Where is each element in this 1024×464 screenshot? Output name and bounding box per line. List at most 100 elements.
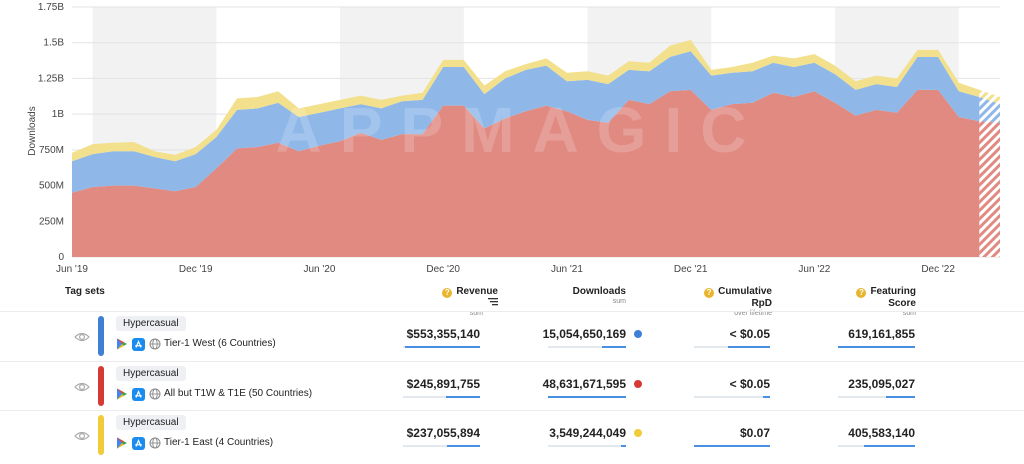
downloads-share-fill [548,396,626,398]
revenue-share-fill [404,346,480,348]
rpd-share-fill [763,396,770,398]
series-area-partial [979,121,1000,257]
x-tick-label: Jun '19 [56,264,88,275]
downloads-share-fill [601,346,626,348]
globe-icon [149,338,161,350]
rpd-share-bar [694,346,770,348]
revenue-share-bar [403,346,480,348]
countries-label: All but T1W & T1E (50 Countries) [164,388,313,399]
help-icon[interactable]: ? [856,288,867,298]
x-axis: Jun '19 Dec '19 Jun '20 Dec '20 Jun '21 Dec '… [56,264,955,275]
app-store-icon [132,387,145,401]
y-tick-label: 750M [39,145,64,156]
rpd-share-bar [694,445,770,447]
help-icon[interactable]: ? [442,288,453,298]
revenue-share-fill [446,445,480,447]
featuring-share-fill [864,445,915,447]
rpd-value: < $0.05 [729,377,770,391]
y-tick-label: 500M [39,181,64,192]
downloads-value: 48,631,671,595 [542,377,626,391]
globe-icon [149,388,161,400]
series-area-partial [979,97,1000,123]
x-tick-label: Jun '22 [798,264,830,275]
x-tick-label: Dec '20 [426,264,460,275]
series-color-bar [98,316,104,356]
stacked-area-chart: APPMAGIC 0 250M 500M 750M 1B 1.25B 1.5B 1.75B J… [27,2,1000,275]
series-area-partial [979,89,1000,105]
tagsets-header: Tag sets [65,286,105,297]
x-tick-label: Dec '22 [921,264,955,275]
rpd-value: < $0.05 [729,327,770,341]
y-tick-label: 1B [52,109,65,120]
series-dot [634,380,642,388]
series-color-bar [98,415,104,455]
y-axis-label: Downloads [27,106,38,155]
eye-icon[interactable] [74,380,90,394]
y-tick-label: 250M [39,216,64,227]
y-tick-label: 1.5B [43,38,64,49]
google-play-icon [117,437,127,449]
downloads-value: 15,054,650,169 [542,327,626,341]
app-store-icon [132,337,145,351]
row-divider [0,361,1024,362]
google-play-icon [117,338,127,350]
featuring-share-fill [885,396,915,398]
featuring-header[interactable]: ? Featuring Score sum [830,286,916,317]
globe-icon [149,437,161,449]
rpd-share-fill [694,445,770,447]
featuring-share-fill [838,346,915,348]
watermark: APPMAGIC [276,94,765,166]
sort-icon[interactable] [488,298,498,306]
x-tick-label: Jun '20 [303,264,335,275]
downloads-share-fill [620,445,626,447]
tag-chip[interactable]: Hypercasual [116,366,186,381]
downloads-header[interactable]: Downloads sum [572,286,626,305]
tag-chip[interactable]: Hypercasual [116,316,186,331]
google-play-icon [117,388,127,400]
tagset-row[interactable]: Hypercasual All but T1W & T1E (50 Countri… [0,366,1024,412]
area-series [72,39,1000,258]
x-tick-label: Dec '19 [179,264,213,275]
y-tick-label: 1.25B [38,73,64,84]
rpd-header[interactable]: ? Cumulative RpD over lifetime [686,286,772,317]
help-icon[interactable]: ? [704,288,715,298]
tagset-row[interactable]: Hypercasual Tier-1 East (4 Countries) $237… [0,415,1024,461]
revenue-share-bar [403,396,480,398]
rpd-share-fill [728,346,770,348]
rpd-value: $0.07 [739,426,770,440]
revenue-value: $237,055,894 [406,426,480,440]
downloads-share-bar [548,445,626,447]
revenue-value: $245,891,755 [406,377,480,391]
revenue-header[interactable]: ? Revenue sum [428,286,498,317]
y-tick-label: 1.75B [38,2,64,13]
tag-chip[interactable]: Hypercasual [116,415,186,430]
series-area [72,51,980,193]
downloads-value: 3,549,244,049 [549,426,626,440]
series-area [72,39,980,162]
row-divider [0,410,1024,411]
featuring-share-bar [838,346,915,348]
x-tick-label: Dec '21 [674,264,708,275]
tagset-row[interactable]: Hypercasual Tier-1 West (6 Countries) $553… [0,316,1024,362]
eye-icon[interactable] [74,429,90,443]
featuring-share-bar [838,445,915,447]
y-tick-label: 0 [58,252,64,263]
series-dot [634,330,642,338]
app-store-icon [132,436,145,450]
series-dot [634,429,642,437]
series-color-bar [98,366,104,406]
y-axis: 0 250M 500M 750M 1B 1.25B 1.5B 1.75B [38,2,65,263]
eye-icon[interactable] [74,330,90,344]
featuring-value: 235,095,027 [848,377,915,391]
x-tick-label: Jun '21 [551,264,583,275]
series-area [72,89,980,258]
header-divider [0,311,1024,312]
countries-label: Tier-1 East (4 Countries) [164,437,274,448]
revenue-value: $553,355,140 [406,327,480,341]
countries-label: Tier-1 West (6 Countries) [164,338,276,349]
downloads-share-bar [548,346,626,348]
rpd-share-bar [694,396,770,398]
revenue-share-fill [446,396,480,398]
revenue-share-bar [403,445,480,447]
featuring-value: 405,583,140 [848,426,915,440]
